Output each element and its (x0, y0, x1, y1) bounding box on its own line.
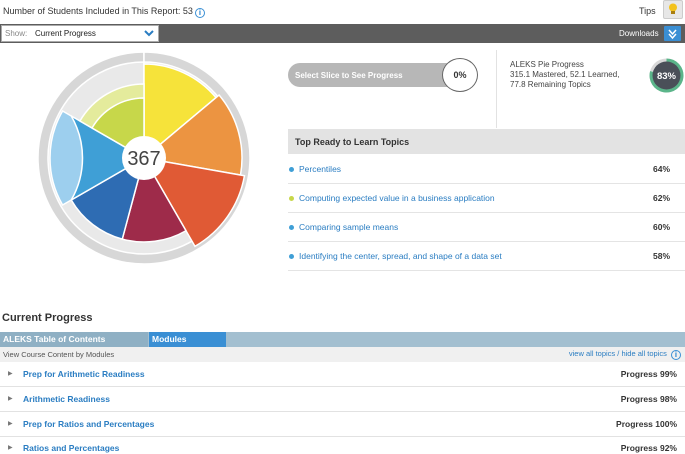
tabs-bar: ALEKS Table of Contents Modules (0, 332, 685, 347)
slice-progress-percent: 0% (442, 58, 478, 92)
divider (496, 50, 497, 128)
aleks-progress-line1: 315.1 Mastered, 52.1 Learned, (510, 70, 620, 79)
table-row[interactable]: ▶ Prep for Ratios and Percentages Progre… (0, 412, 685, 437)
status-dot (289, 167, 294, 172)
expand-arrow-icon[interactable]: ▶ (8, 396, 13, 402)
module-progress: Progress 92% (620, 443, 677, 453)
topic-percent: 62% (652, 193, 670, 203)
info-icon[interactable]: i (194, 8, 205, 18)
pie-slice-red-orange[interactable] (142, 156, 246, 248)
topic-link[interactable]: Identifying the center, spread, and shap… (299, 251, 502, 261)
aleks-pie-chart[interactable]: 367 (37, 50, 254, 266)
subheader-text: View Course Content by Modules (3, 350, 115, 359)
list-item[interactable]: Comparing sample means 60% (288, 213, 685, 242)
downloads-label[interactable]: Downloads (619, 29, 659, 38)
hide-all-topics-link[interactable]: hide all topics (621, 349, 667, 358)
status-dot (289, 254, 294, 259)
module-progress: Progress 100% (616, 419, 677, 429)
chevron-down-icon (144, 30, 154, 37)
topic-percent: 58% (652, 251, 670, 261)
view-all-topics-link[interactable]: view all topics (568, 349, 616, 358)
slice-progress-label: Select Slice to See Progress (295, 71, 403, 80)
aleks-pie-progress: ALEKS Pie Progress 315.1 Mastered, 52.1 … (510, 60, 645, 90)
pie-svg[interactable]: 367 (37, 50, 254, 266)
topic-link[interactable]: Percentiles (299, 164, 342, 174)
pie-center (122, 136, 166, 180)
list-item[interactable]: Identifying the center, spread, and shap… (288, 242, 685, 271)
module-link[interactable]: Ratios and Percentages (23, 443, 120, 453)
table-row[interactable]: ▶ Arithmetic Readiness Progress 98% (0, 387, 685, 412)
list-item[interactable]: Percentiles 64% (288, 155, 685, 184)
table-row[interactable]: ▶ Prep for Arithmetic Readiness Progress… (0, 362, 685, 387)
module-link[interactable]: Arithmetic Readiness (23, 394, 110, 404)
pie-center-value: 367 (127, 148, 160, 170)
tips-label: Tips (639, 6, 656, 16)
tab-table-of-contents[interactable]: ALEKS Table of Contents (0, 332, 148, 347)
current-progress-title: Current Progress (2, 312, 93, 324)
lightbulb-icon (669, 3, 677, 14)
table-row[interactable]: ▶ Ratios and Percentages Progress 92% (0, 436, 685, 454)
separator: / (617, 349, 620, 358)
toolbar: Show: Current Progress Downloads (0, 24, 685, 43)
download-icon (668, 29, 677, 40)
expand-arrow-icon[interactable]: ▶ (8, 445, 13, 451)
expand-arrow-icon[interactable]: ▶ (8, 421, 13, 427)
tab-modules[interactable]: Modules (149, 332, 226, 347)
list-item[interactable]: Computing expected value in a business a… (288, 184, 685, 213)
module-progress: Progress 99% (620, 369, 677, 379)
status-dot (289, 225, 294, 230)
topic-percent: 60% (652, 222, 670, 232)
download-button[interactable] (664, 26, 681, 41)
show-label: Show: (5, 29, 28, 38)
expand-arrow-icon[interactable]: ▶ (8, 371, 13, 377)
show-select[interactable]: Show: Current Progress (1, 25, 159, 42)
topic-link[interactable]: Comparing sample means (299, 222, 399, 232)
tips-button[interactable] (663, 0, 683, 19)
ready-to-learn-header: Top Ready to Learn Topics (288, 129, 685, 154)
subheader-bar: View Course Content by Modules view all … (0, 347, 685, 362)
aleks-progress-line2: 77.8 Remaining Topics (510, 80, 591, 89)
topic-link[interactable]: Computing expected value in a business a… (299, 193, 495, 203)
slice-progress-bar: Select Slice to See Progress (288, 63, 468, 87)
module-link[interactable]: Prep for Ratios and Percentages (23, 419, 155, 429)
topic-toggle: view all topics / hide all topics i (569, 349, 681, 360)
aleks-progress-ring: 83% (649, 58, 684, 93)
student-count-text: Number of Students Included in This Repo… (3, 6, 205, 18)
topic-percent: 64% (652, 164, 670, 174)
aleks-progress-percent: 83% (657, 71, 677, 82)
pie-band-light-blue[interactable] (49, 109, 84, 207)
report-header: Number of Students Included in This Repo… (0, 0, 685, 22)
show-value: Current Progress (35, 29, 96, 38)
slice-progress: Select Slice to See Progress 0% (288, 58, 478, 92)
status-dot (289, 196, 294, 201)
info-icon[interactable]: i (671, 350, 681, 360)
aleks-progress-title: ALEKS Pie Progress (510, 60, 584, 69)
ready-to-learn-title: Top Ready to Learn Topics (295, 137, 410, 147)
module-progress: Progress 98% (620, 394, 677, 404)
module-link[interactable]: Prep for Arithmetic Readiness (23, 369, 145, 379)
